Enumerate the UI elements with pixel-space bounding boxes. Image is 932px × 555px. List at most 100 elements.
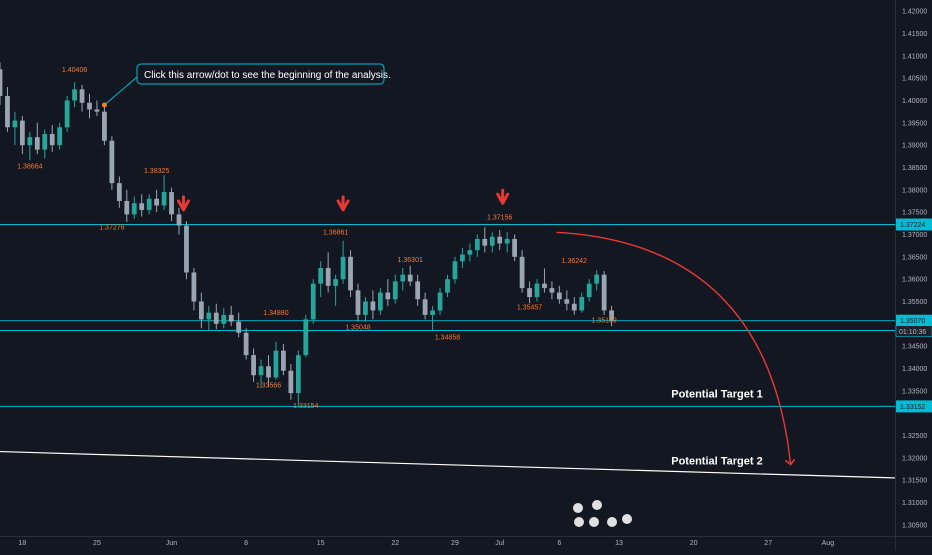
candle[interactable] [19, 116, 25, 155]
candle[interactable] [0, 62, 3, 105]
candle[interactable] [534, 279, 540, 302]
candle[interactable] [594, 270, 600, 291]
candle[interactable] [377, 288, 383, 315]
candle[interactable] [564, 290, 570, 311]
candle[interactable] [102, 104, 107, 146]
candle[interactable] [325, 252, 331, 293]
event-icon[interactable] [592, 500, 602, 510]
event-icon[interactable] [573, 503, 583, 513]
candle[interactable] [169, 187, 174, 222]
candle[interactable] [579, 292, 585, 313]
y-tick-label: 1.39500 [902, 120, 927, 127]
candle[interactable] [482, 227, 488, 253]
candle[interactable] [445, 274, 450, 298]
candle[interactable] [512, 234, 518, 262]
candle[interactable] [504, 232, 510, 253]
candle[interactable] [228, 305, 234, 327]
candle[interactable] [460, 247, 465, 268]
candle[interactable] [139, 194, 145, 217]
candle[interactable] [571, 297, 577, 315]
event-icons[interactable] [573, 500, 632, 527]
candle[interactable] [161, 175, 167, 210]
candle[interactable] [191, 268, 197, 311]
candle[interactable] [295, 350, 301, 407]
candle-body [415, 281, 421, 300]
candle[interactable] [49, 125, 55, 152]
candle[interactable] [27, 131, 33, 161]
candle[interactable] [422, 292, 428, 320]
candle[interactable] [206, 305, 212, 331]
candle[interactable] [266, 355, 271, 387]
projection-arrow[interactable] [556, 231, 790, 464]
candle[interactable] [213, 303, 219, 330]
candle[interactable] [109, 136, 115, 190]
candle[interactable] [452, 256, 458, 284]
candle[interactable] [527, 281, 532, 304]
candle[interactable] [198, 292, 204, 329]
candle[interactable] [601, 271, 607, 315]
candle[interactable] [12, 111, 18, 146]
candle[interactable] [251, 348, 256, 382]
candle[interactable] [519, 250, 525, 293]
candle[interactable] [497, 230, 503, 251]
candle[interactable] [243, 328, 249, 360]
candle[interactable] [370, 290, 376, 320]
candle[interactable] [42, 129, 48, 159]
candle[interactable] [318, 261, 324, 298]
event-icon[interactable] [607, 517, 617, 527]
candle[interactable] [609, 305, 614, 327]
candle[interactable] [400, 268, 406, 291]
candle-body [72, 89, 77, 101]
candle[interactable] [34, 122, 40, 155]
candle[interactable] [288, 364, 294, 400]
candle[interactable] [310, 279, 316, 324]
candle[interactable] [407, 265, 413, 286]
candle[interactable] [556, 285, 562, 304]
candle[interactable] [184, 221, 189, 280]
candle[interactable] [489, 232, 495, 253]
candle[interactable] [430, 305, 435, 331]
candle[interactable] [146, 194, 152, 215]
candle[interactable] [64, 96, 70, 132]
candle[interactable] [273, 341, 279, 380]
event-icon[interactable] [589, 517, 599, 527]
callout-box[interactable] [136, 63, 385, 85]
candle[interactable] [281, 343, 286, 376]
candle[interactable] [72, 82, 77, 108]
event-icon[interactable] [622, 514, 632, 524]
candle[interactable] [221, 308, 227, 329]
candle[interactable] [355, 283, 361, 322]
candle[interactable] [415, 274, 421, 306]
candle[interactable] [258, 359, 264, 388]
candle[interactable] [542, 268, 547, 293]
candle[interactable] [340, 240, 346, 284]
candle[interactable] [154, 189, 160, 213]
candle[interactable] [131, 196, 137, 219]
candle-body [102, 111, 107, 141]
candle[interactable] [5, 87, 10, 132]
candle[interactable] [385, 279, 391, 306]
candle[interactable] [176, 207, 182, 235]
candle[interactable] [363, 297, 368, 322]
candle[interactable] [116, 176, 122, 208]
candle[interactable] [124, 189, 130, 222]
candle[interactable] [437, 288, 443, 315]
candle[interactable] [236, 312, 242, 338]
candle[interactable] [467, 243, 473, 262]
analysis-start-dot[interactable] [101, 102, 107, 108]
candle[interactable] [392, 274, 398, 304]
candle[interactable] [303, 314, 309, 358]
candle[interactable] [348, 250, 353, 298]
event-icon[interactable] [574, 517, 584, 527]
candle[interactable] [549, 281, 555, 300]
candle[interactable] [57, 122, 63, 150]
candle[interactable] [94, 100, 100, 117]
trendline[interactable] [0, 450, 896, 479]
candle[interactable] [333, 274, 339, 306]
candle[interactable] [87, 93, 92, 119]
candle[interactable] [79, 84, 85, 112]
candle[interactable] [474, 234, 480, 257]
candle[interactable] [586, 279, 592, 302]
